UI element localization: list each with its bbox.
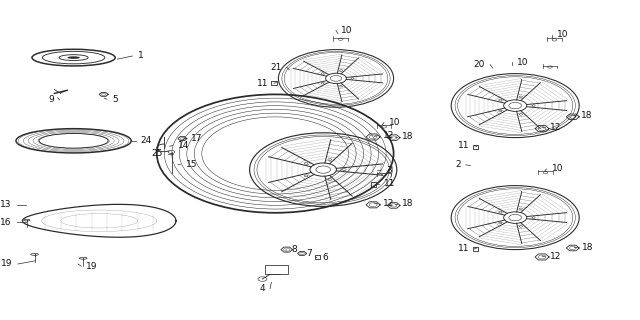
Bar [473, 247, 478, 251]
Text: 19: 19 [1, 260, 13, 268]
Text: 11: 11 [458, 141, 469, 150]
Text: 20: 20 [474, 60, 485, 69]
Text: 17: 17 [191, 134, 202, 143]
Text: 12: 12 [383, 199, 394, 208]
Text: 12: 12 [550, 124, 562, 132]
Text: 25: 25 [152, 149, 163, 158]
Text: 10: 10 [389, 118, 401, 127]
Text: 13: 13 [0, 200, 12, 209]
Bar [315, 255, 320, 259]
Text: 12: 12 [383, 131, 394, 140]
Text: 10: 10 [341, 26, 353, 35]
Text: 18: 18 [402, 132, 413, 141]
Text: 6: 6 [322, 253, 328, 262]
Bar [271, 81, 276, 85]
Text: 16: 16 [0, 218, 12, 227]
Text: 4: 4 [259, 284, 265, 293]
Text: 14: 14 [178, 141, 189, 150]
Text: 21: 21 [270, 63, 282, 72]
Text: 12: 12 [550, 252, 562, 261]
Text: 18: 18 [581, 111, 593, 120]
Bar [265, 265, 288, 274]
Text: 8: 8 [291, 245, 297, 254]
Text: 10: 10 [517, 58, 529, 67]
Ellipse shape [67, 56, 80, 59]
Text: 2: 2 [455, 160, 461, 169]
Text: 11: 11 [458, 244, 469, 253]
Text: 3: 3 [386, 166, 392, 175]
Text: 19: 19 [86, 262, 98, 271]
Text: 15: 15 [186, 160, 197, 169]
Text: 9: 9 [49, 95, 54, 104]
Bar [371, 182, 376, 187]
Text: 18: 18 [402, 199, 413, 208]
Text: 5: 5 [112, 95, 118, 104]
Text: 24: 24 [141, 136, 152, 145]
Bar [473, 145, 478, 149]
Text: 11: 11 [384, 180, 396, 188]
Text: 18: 18 [582, 243, 594, 252]
Text: 10: 10 [557, 30, 568, 39]
Text: 11: 11 [257, 79, 269, 88]
Text: 7: 7 [306, 249, 312, 258]
Text: 10: 10 [552, 164, 563, 173]
Text: 1: 1 [138, 52, 143, 60]
